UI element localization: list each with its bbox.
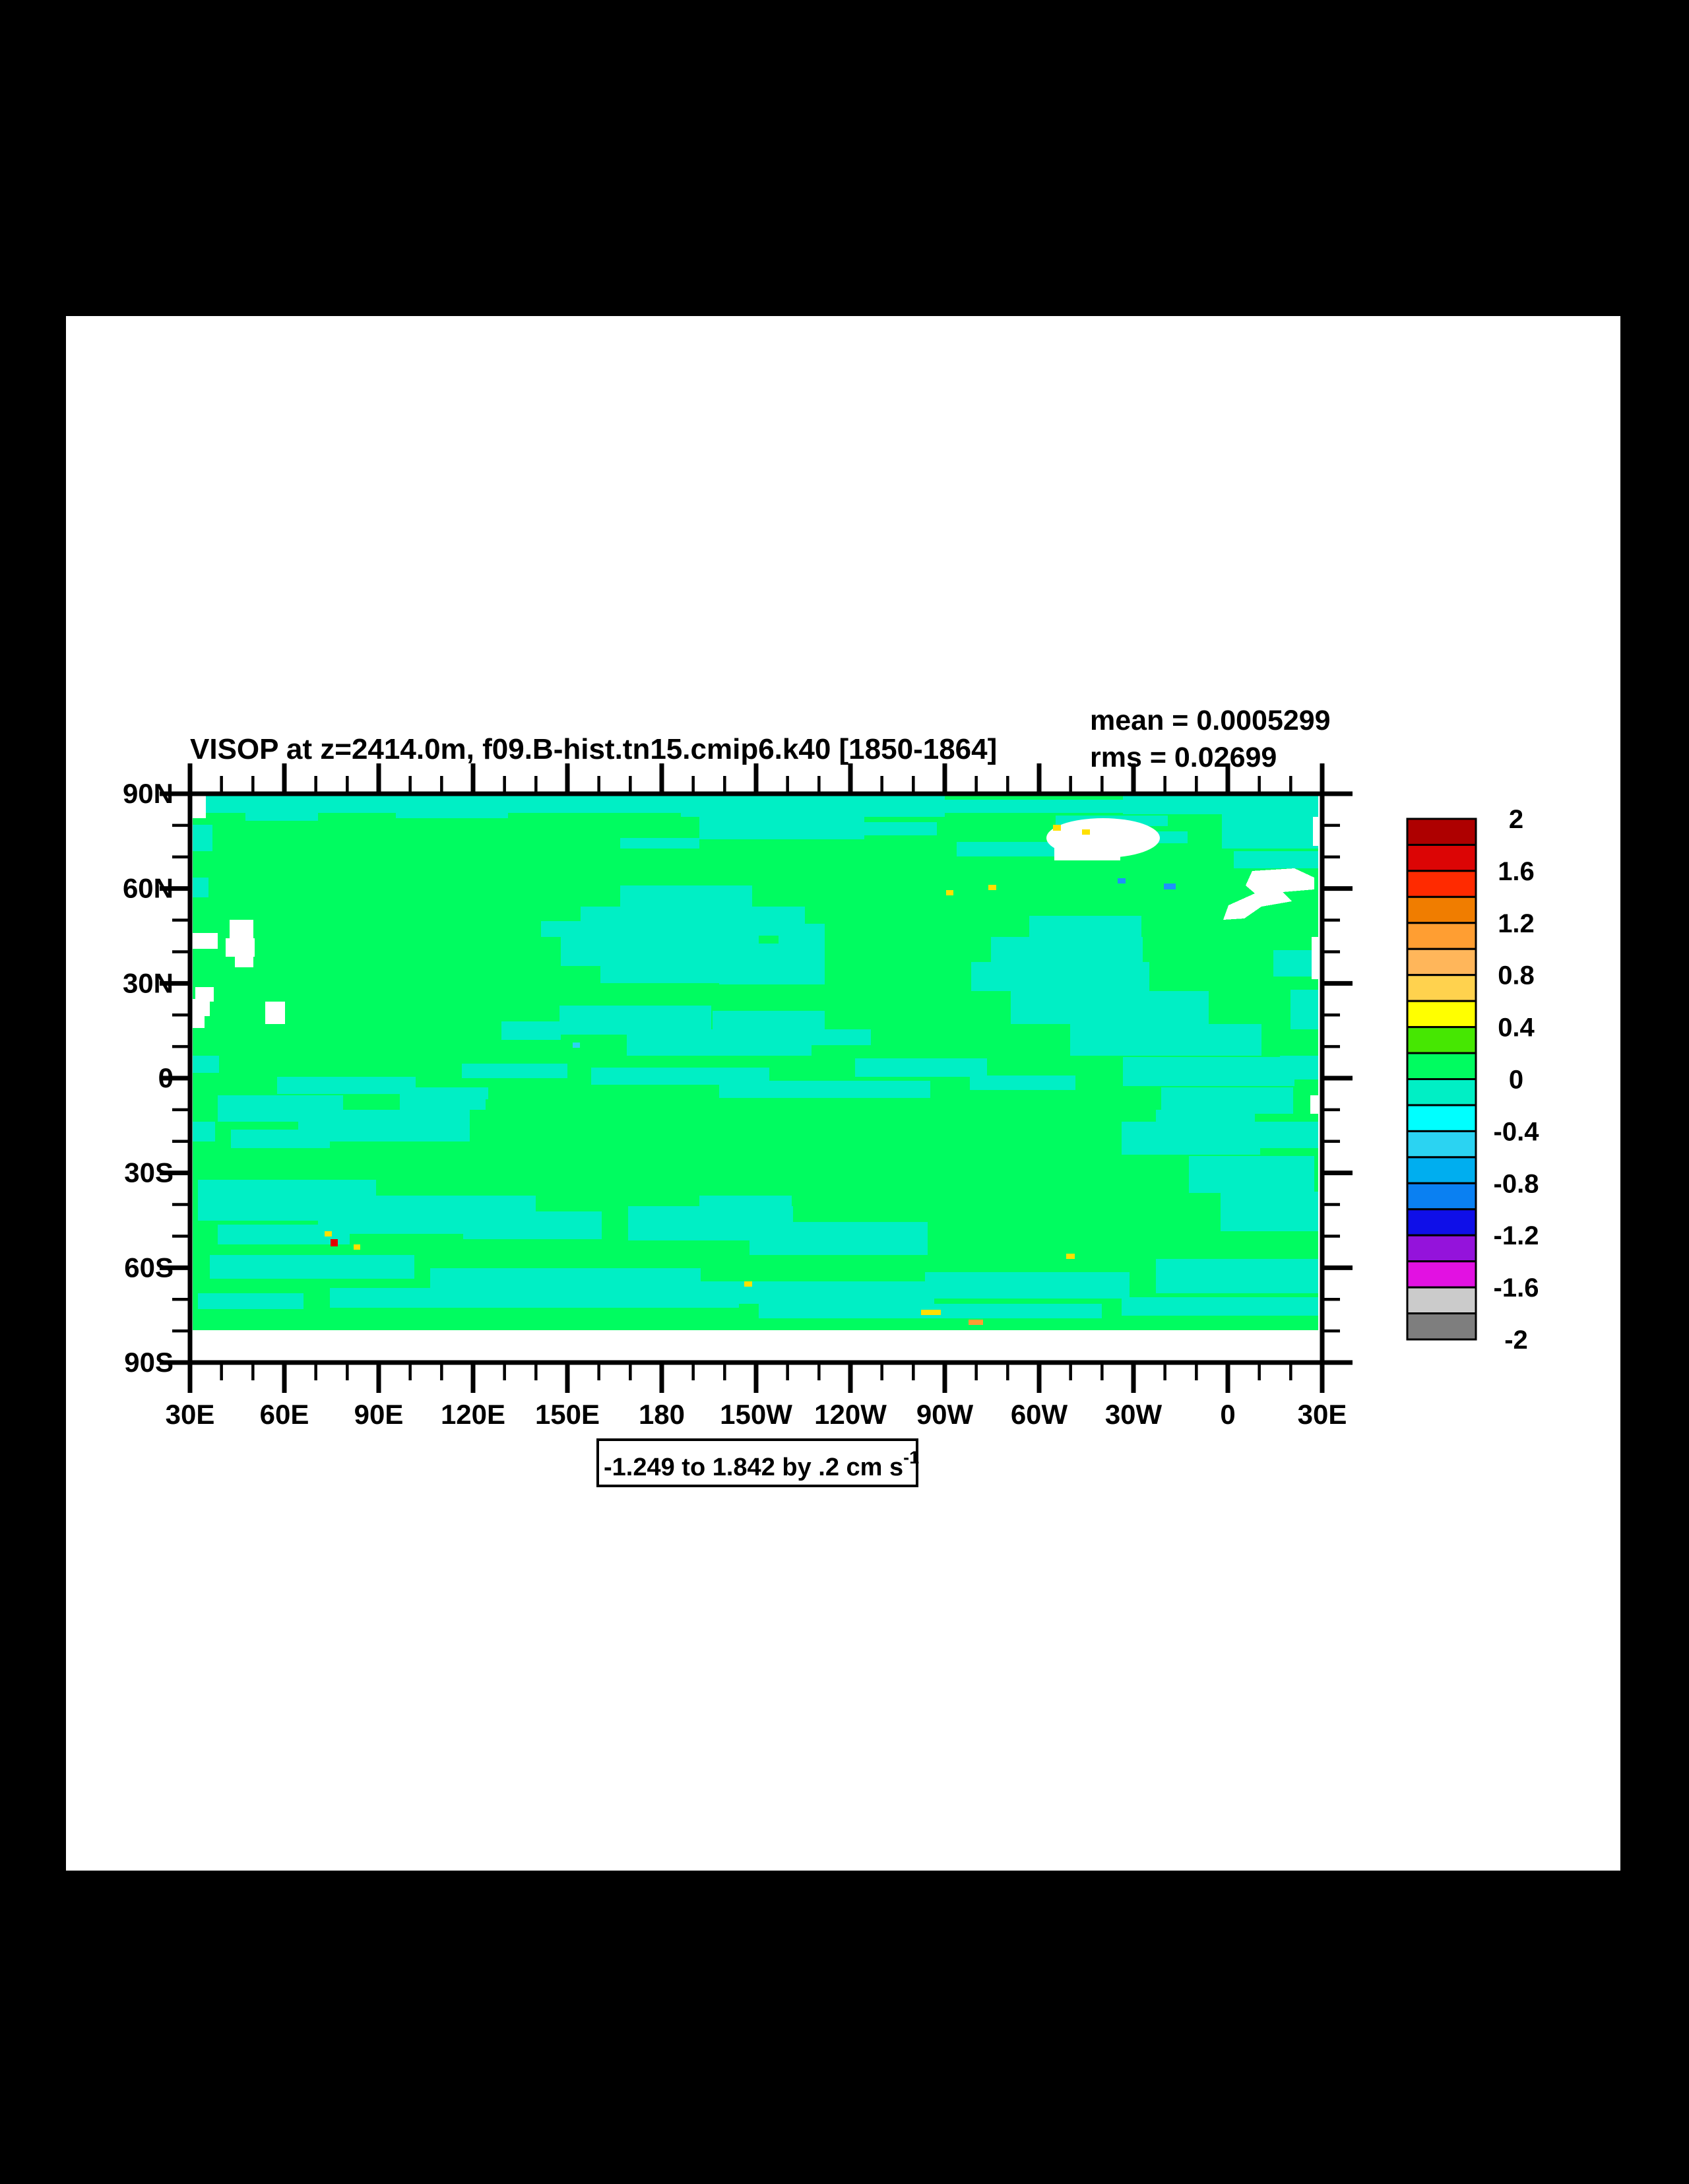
land-gulf [265,1002,285,1024]
colorbar-tick-label: 0 [1509,1066,1523,1095]
map-field [190,796,1318,1330]
colorbar-tick-label: -1.2 [1494,1221,1539,1250]
colorbar-box [1406,1286,1477,1315]
colorbar-tick-label: -0.8 [1494,1169,1539,1198]
negative-anomaly-patches [193,796,1318,1318]
land-mask [190,796,1318,1114]
x-tick-label: 180 [639,1399,685,1430]
range-label-superscript: -1 [903,1448,919,1467]
y-tick-label: 0 [158,1062,174,1093]
rms-stat: rms = 0.02699 [1090,742,1277,773]
land-caspian [230,920,253,941]
colorbar-box [1406,922,1477,950]
plot-title: VISOP at z=2414.0m, f09.B-hist.tn15.cmip… [190,733,997,765]
y-tick-label: 60S [124,1252,174,1283]
land-black-sea [190,933,218,949]
x-tick-label: 150E [535,1399,600,1430]
x-tick-label: 90E [354,1399,404,1430]
land-scandinavia [1223,868,1314,920]
x-tick-label: 120W [814,1399,887,1430]
y-tick-label: 90S [124,1347,174,1378]
colorbar-box [1406,1182,1477,1211]
y-tick-label: 30N [123,967,174,998]
x-tick-label: 30E [166,1399,215,1430]
colorbar-box [1406,1156,1477,1184]
speckles-yellow [325,825,1090,1315]
colorbar-box [1406,1234,1477,1263]
colorbar-box [1406,1000,1477,1029]
range-label: -1.249 to 1.842 by .2 cm s-1 [604,1448,919,1481]
land-red-sea [195,987,214,1002]
speckles-orange [969,1320,983,1325]
colorbar-tick-label: 0.4 [1498,1013,1535,1043]
range-label-box [596,1438,918,1487]
colorbar-tick-label: -2 [1504,1326,1528,1355]
colorbar-box [1406,1208,1477,1237]
colorbar-box [1406,1104,1477,1132]
colorbar-tick-label: 0.8 [1498,961,1535,990]
range-label-text: -1.249 to 1.842 by .2 cm s [604,1454,903,1481]
speckles-blue [1118,878,1176,889]
x-tick-label: 120E [441,1399,505,1430]
speckles-skyblue [573,1043,580,1048]
colorbar-tick-label: 2 [1509,805,1523,834]
x-tick-label: 150W [720,1399,792,1430]
speckles-red [331,1239,338,1246]
colorbar-box [1406,870,1477,898]
colorbar-tick-label: -0.4 [1494,1117,1540,1146]
x-tick-label: 0 [1220,1399,1235,1430]
x-tick-label: 30W [1105,1399,1163,1430]
colorbar-box [1406,1312,1477,1341]
colorbar-box [1406,818,1477,846]
x-axis-labels: 30E 60E 90E 120E 150E 180 150W 120W 90W 60W 30W 0 30… [166,1399,1347,1430]
colorbar-box [1406,1052,1477,1081]
y-axis-labels: 90N 60N 30N 0 30S 60S 90S [123,778,174,1378]
land-greenland-tail [1054,847,1120,860]
colorbar-box [1406,895,1477,924]
mean-stat: mean = 0.0005299 [1090,705,1331,736]
y-tick-label: 90N [123,778,174,809]
y-tick-label: 60N [123,873,174,904]
x-tick-label: 30E [1298,1399,1347,1430]
x-tick-label: 60E [260,1399,309,1430]
colorbar-box [1406,974,1477,1002]
colorbar-tick-label: 1.6 [1498,857,1535,886]
colorbar-box [1406,843,1477,872]
colorbar-tick-label: 1.2 [1498,909,1535,938]
x-tick-label: 60W [1011,1399,1068,1430]
colorbar-box [1406,1260,1477,1289]
colorbar-tick-label: -1.6 [1494,1273,1539,1302]
axis-ticks [160,763,1353,1393]
colorbar-box [1406,1130,1477,1159]
y-tick-label: 30S [124,1157,174,1188]
x-tick-label: 90W [916,1399,974,1430]
colorbar-box [1406,1026,1477,1054]
land-topleft-notch [190,796,206,818]
colorbar-box [1406,947,1477,977]
colorbar: 2 1.6 1.2 0.8 0.4 0 -0.4 -0.8 -1.2 -1.6 -2 [1406,805,1540,1355]
colorbar-box [1406,1078,1477,1107]
